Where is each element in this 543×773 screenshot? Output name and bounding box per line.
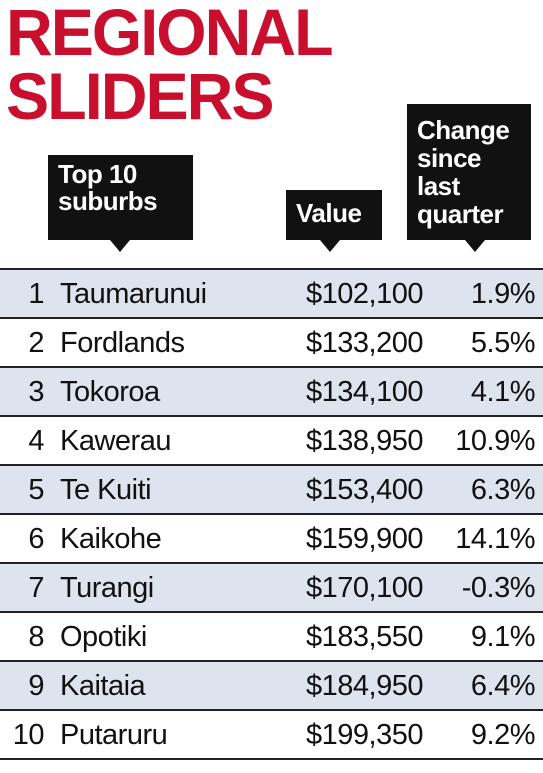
title-line-2: SLIDERS: [6, 59, 275, 133]
suburb-cell: Taumarunui: [60, 278, 207, 310]
rank-cell: 6: [28, 523, 44, 555]
suburb-cell: Kawerau: [60, 425, 171, 457]
value-cell: $138,950: [306, 425, 423, 457]
rank-cell: 5: [28, 474, 44, 506]
value-cell: $102,100: [306, 278, 423, 310]
table-row: 1 Taumarunui $102,100 1.9%: [0, 270, 543, 319]
column-header-value: Value: [286, 190, 382, 252]
table-row: 10 Putaruru $199,350 9.2%: [0, 711, 543, 760]
value-cell: $183,550: [306, 621, 423, 653]
value-cell: $199,350: [306, 719, 423, 751]
value-cell: $134,100: [306, 376, 423, 408]
column-header-suburbs: Top 10 suburbs: [48, 155, 193, 252]
title-line-1: REGIONAL: [6, 0, 334, 69]
change-cell: 1.9%: [470, 278, 536, 310]
suburb-cell: Opotiki: [60, 621, 147, 653]
rank-cell: 2: [28, 327, 44, 359]
table-row: 2 Fordlands $133,200 5.5%: [0, 319, 543, 368]
suburb-cell: Tokoroa: [60, 376, 160, 408]
suburb-cell: Kaikohe: [60, 523, 162, 555]
rank-cell: 7: [28, 572, 44, 604]
table-row: 7 Turangi $170,100 -0.3%: [0, 564, 543, 613]
column-header-change: Change since last quarter: [407, 104, 531, 252]
suburb-cell: Fordlands: [60, 327, 185, 359]
rank-cell: 10: [12, 719, 45, 751]
change-cell: 5.5%: [470, 327, 536, 359]
value-cell: $170,100: [306, 572, 423, 604]
table-row: 6 Kaikohe $159,900 14.1%: [0, 515, 543, 564]
rank-cell: 8: [28, 621, 44, 653]
value-cell: $159,900: [306, 523, 423, 555]
table-row: 8 Opotiki $183,550 9.1%: [0, 613, 543, 662]
change-cell: 6.3%: [470, 474, 536, 506]
change-cell: 10.9%: [455, 425, 535, 457]
change-cell: 6.4%: [470, 670, 536, 702]
value-cell: $184,950: [306, 670, 423, 702]
table-row: 9 Kaitaia $184,950 6.4%: [0, 662, 543, 711]
page-title: REGIONAL SLIDERS: [6, 0, 334, 133]
suburbs-table: 1 Taumarunui $102,100 1.9% 2 Fordlands $133,20…: [0, 268, 543, 760]
change-cell: -0.3%: [461, 572, 536, 604]
rank-cell: 1: [28, 278, 44, 310]
table-row: 5 Te Kuiti $153,400 6.3%: [0, 466, 543, 515]
change-cell: 14.1%: [455, 523, 535, 555]
change-cell: 4.1%: [470, 376, 536, 408]
rank-cell: 9: [28, 670, 44, 702]
value-cell: $133,200: [306, 327, 423, 359]
change-cell: 9.2%: [470, 719, 536, 751]
suburb-cell: Putaruru: [60, 719, 168, 751]
rank-cell: 3: [28, 376, 44, 408]
value-cell: $153,400: [306, 474, 423, 506]
suburb-cell: Kaitaia: [60, 670, 146, 702]
rank-cell: 4: [28, 425, 44, 457]
change-cell: 9.1%: [470, 621, 536, 653]
suburb-cell: Turangi: [60, 572, 154, 604]
table-row: 3 Tokoroa $134,100 4.1%: [0, 368, 543, 417]
suburb-cell: Te Kuiti: [60, 474, 152, 506]
table-row: 4 Kawerau $138,950 10.9%: [0, 417, 543, 466]
